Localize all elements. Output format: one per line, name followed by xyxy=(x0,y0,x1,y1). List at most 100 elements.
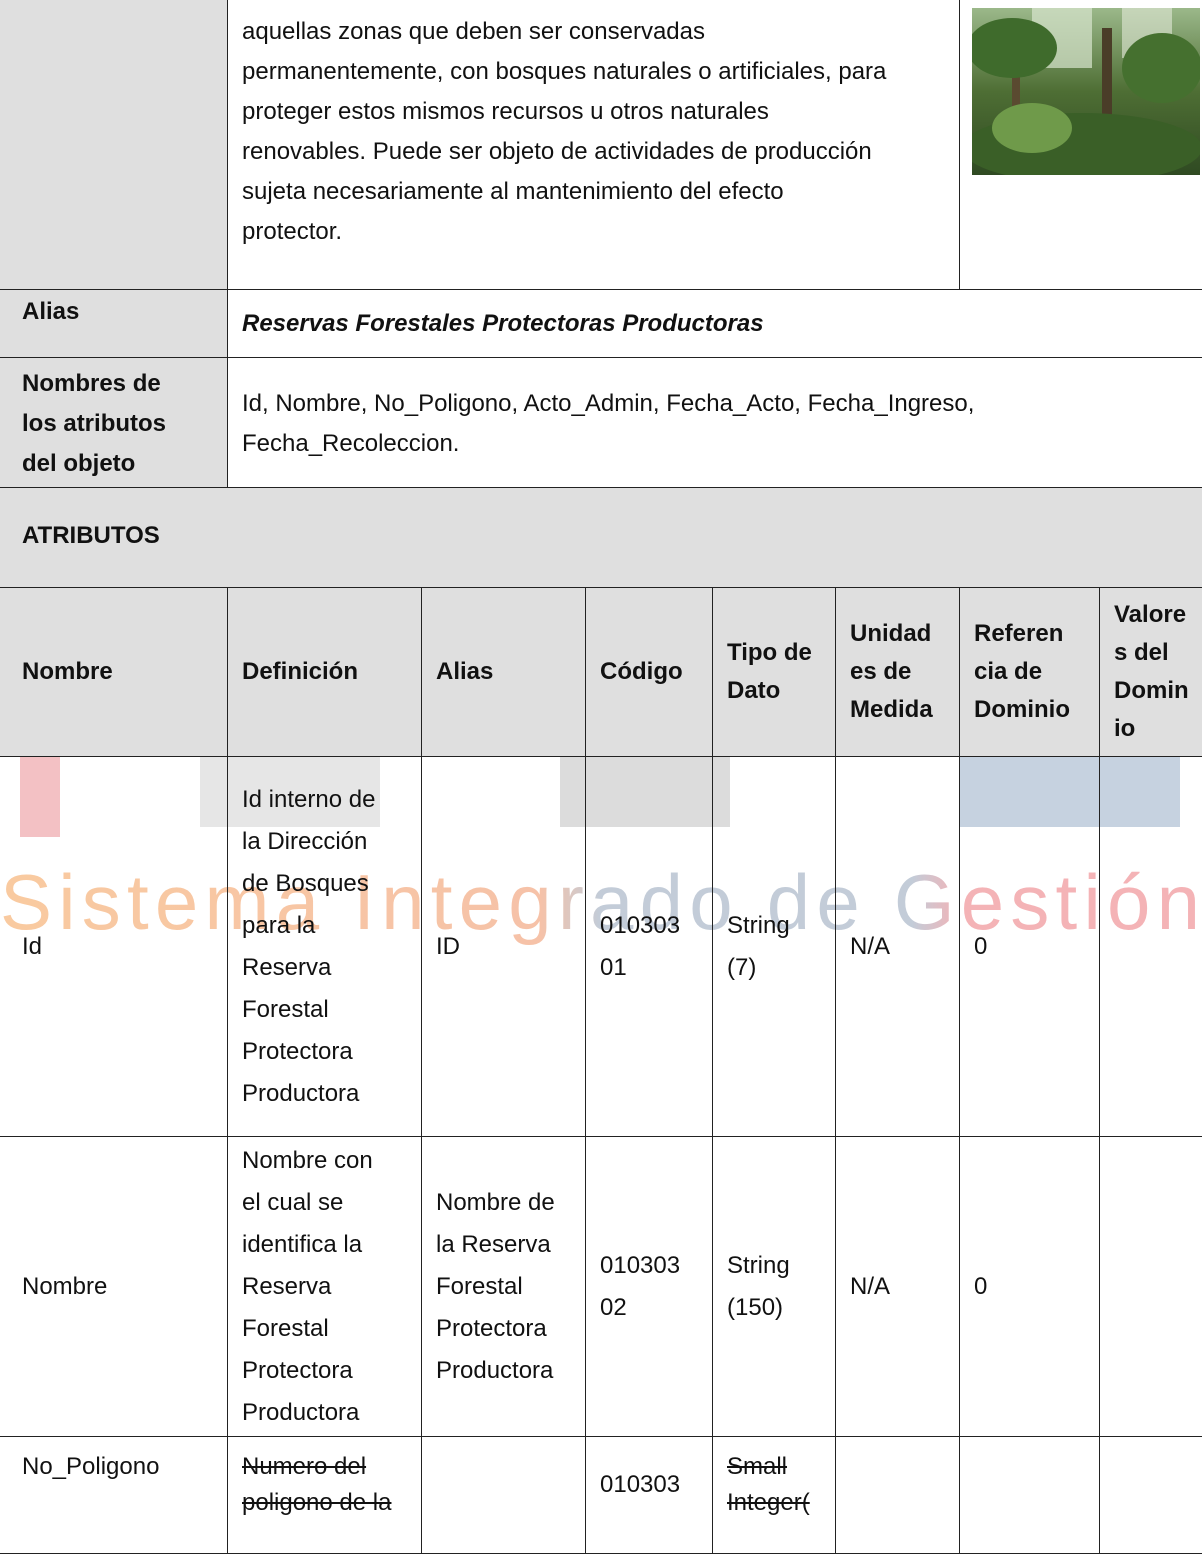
header-cell: Definición xyxy=(228,588,422,757)
cell-text: String xyxy=(727,1251,790,1279)
cell-text: 01 xyxy=(600,953,627,981)
table-cell: ID xyxy=(422,757,586,1137)
header-cell: Valore s del Domin io xyxy=(1100,588,1202,757)
cell-text: 02 xyxy=(600,1293,627,1321)
header-text: Dominio xyxy=(974,696,1070,723)
table-cell: Nombre con el cual se identifica la Reserva… xyxy=(228,1137,422,1437)
cell-text: Productora xyxy=(436,1356,554,1384)
table-cell xyxy=(1100,757,1202,1137)
cell-text: ID xyxy=(436,932,460,960)
table-cell: No_Poligono xyxy=(0,1437,228,1554)
value-cell: Reservas Forestales Protectoras Producto… xyxy=(228,290,1202,358)
cell-text: la Reserva xyxy=(436,1230,551,1258)
cell-text: 010303 xyxy=(600,1251,681,1279)
definition-line: aquellas zonas que deben ser conservadas xyxy=(242,18,705,45)
cell-text: Productora xyxy=(242,1398,360,1426)
table-cell xyxy=(1100,1437,1202,1554)
alias-value: Reservas Forestales Protectoras Producto… xyxy=(242,309,764,337)
cell-text: Protectora xyxy=(436,1314,547,1342)
definition-line: protector. xyxy=(242,218,343,245)
table-cell: Nombre de la Reserva Forestal Protectora Pro… xyxy=(422,1137,586,1437)
forest-photo xyxy=(972,8,1200,175)
cell-text: Nombre de xyxy=(436,1188,555,1216)
cell-text: N/A xyxy=(850,932,891,960)
attribute-names-label: del objeto xyxy=(22,450,136,477)
cell-text: Id xyxy=(22,932,43,960)
cell-text: Id interno de xyxy=(242,785,376,813)
table-cell: 010303 02 xyxy=(586,1137,713,1437)
table-cell: 010303 xyxy=(586,1437,713,1554)
header-cell: Alias xyxy=(422,588,586,757)
header-text: Domin xyxy=(1114,677,1189,704)
header-text: s del xyxy=(1114,639,1169,666)
header-text: Dato xyxy=(727,677,781,704)
header-text: es de xyxy=(850,658,912,685)
table-cell xyxy=(1100,1137,1202,1437)
cell-text: poligono de la xyxy=(242,1489,392,1516)
definition-line: permanentemente, con bosques naturales o… xyxy=(242,58,887,85)
cell-text: Productora xyxy=(242,1079,360,1107)
cell-text: String xyxy=(727,911,790,939)
attribute-names-label: los atributos xyxy=(22,410,167,437)
image-cell xyxy=(960,0,1202,290)
cell-text: Reserva xyxy=(242,953,332,981)
attribute-names-label: Nombres de xyxy=(22,370,161,397)
logo-shape xyxy=(200,757,380,827)
header-cell: Código xyxy=(586,588,713,757)
definition-line: sujeta necesariamente al mantenimiento d… xyxy=(242,178,784,205)
header-text: Unidad xyxy=(850,620,932,647)
label-cell: Alias xyxy=(0,290,228,358)
cell-text: Nombre con xyxy=(242,1146,373,1174)
header-cell: Unidad es de Medida xyxy=(836,588,960,757)
cell-text: N/A xyxy=(850,1272,891,1300)
value-cell: Id, Nombre, No_Poligono, Acto_Admin, Fec… xyxy=(228,358,1202,488)
header-text: Nombre xyxy=(22,658,113,685)
header-text: Valore xyxy=(1114,601,1187,628)
table-cell: N/A xyxy=(836,1137,960,1437)
header-text: cia de xyxy=(974,658,1043,685)
header-cell: Referen cia de Dominio xyxy=(960,588,1100,757)
cell-text: identifica la xyxy=(242,1230,363,1258)
definition-line: proteger estos mismos recursos u otros n… xyxy=(242,98,769,125)
table-cell xyxy=(422,1437,586,1554)
label-cell xyxy=(0,0,228,290)
definition-line: renovables. Puede ser objeto de activida… xyxy=(242,138,872,165)
header-text: io xyxy=(1114,715,1136,742)
header-cell: Tipo de Dato xyxy=(713,588,836,757)
label-cell: Nombres de los atributos del objeto xyxy=(0,358,228,488)
cell-text: Nombre xyxy=(22,1272,108,1300)
table-cell: String (7) xyxy=(713,757,836,1137)
cell-text: la Dirección xyxy=(242,827,368,855)
header-text: Medida xyxy=(850,696,933,723)
cell-text: No_Poligono xyxy=(22,1453,160,1480)
header-cell: Nombre xyxy=(0,588,228,757)
table-cell: String (150) xyxy=(713,1137,836,1437)
cell-text: Forestal xyxy=(436,1272,523,1300)
table-cell: 0 xyxy=(960,1137,1100,1437)
table-cell: Numero del poligono de la xyxy=(228,1437,422,1554)
watermark: Sistema Integrado de Gestión xyxy=(0,757,1200,946)
table-cell: 0 xyxy=(960,757,1100,1137)
header-text: Alias xyxy=(436,658,494,685)
cell-text: Forestal xyxy=(242,995,329,1023)
cell-text: Protectora xyxy=(242,1037,353,1065)
section-title: ATRIBUTOS xyxy=(0,488,1202,588)
cell-text: 0 xyxy=(974,1272,988,1300)
cell-text: 0 xyxy=(974,932,988,960)
logo-shape xyxy=(20,757,60,837)
cell-text: de Bosques xyxy=(242,869,369,897)
definition-cell: aquellas zonas que deben ser conservadas… xyxy=(228,0,960,290)
table-cell: 010303 01 xyxy=(586,757,713,1137)
header-text: Definición xyxy=(242,658,359,685)
header-text: Código xyxy=(600,658,683,685)
cell-text: para la xyxy=(242,911,316,939)
attribute-names-value: Fecha_Recoleccion. xyxy=(242,430,460,457)
table-cell: Small Integer( xyxy=(713,1437,836,1554)
cell-text: Forestal xyxy=(242,1314,329,1342)
table-cell: N/A xyxy=(836,757,960,1137)
table-cell xyxy=(960,1437,1100,1554)
cell-text: 010303 xyxy=(600,911,681,939)
cell-text: Protectora xyxy=(242,1356,353,1384)
cell-text: el cual se xyxy=(242,1188,344,1216)
attribute-names-value: Id, Nombre, No_Poligono, Acto_Admin, Fec… xyxy=(242,390,975,417)
